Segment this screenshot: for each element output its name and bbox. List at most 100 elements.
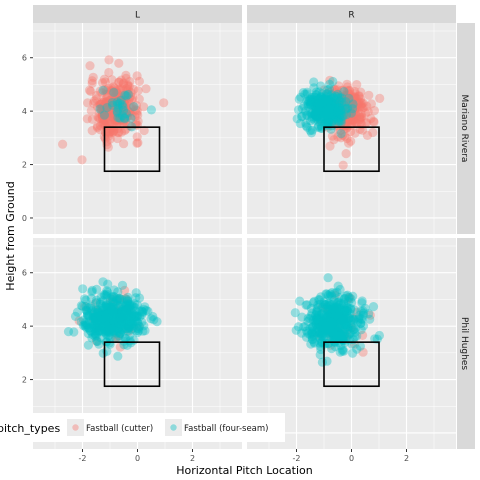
data-point [340, 117, 350, 128]
data-point [330, 342, 340, 352]
data-point [113, 115, 123, 125]
data-point [338, 323, 348, 333]
data-point [105, 134, 115, 144]
data-point [306, 311, 316, 321]
data-point [345, 97, 356, 108]
data-point [122, 97, 132, 107]
data-point [339, 325, 349, 335]
data-point [108, 127, 118, 137]
data-point [110, 99, 121, 109]
data-point [327, 319, 337, 329]
data-point [111, 116, 121, 126]
data-point [98, 314, 108, 324]
data-point [326, 109, 336, 119]
data-point [115, 329, 125, 339]
data-point [98, 327, 108, 337]
data-point [110, 99, 120, 109]
legend: pitch_types Fastball (cutter) Fastball (… [0, 413, 285, 442]
data-point [332, 298, 342, 308]
data-point [335, 284, 345, 295]
data-point [329, 333, 339, 343]
data-point [329, 313, 339, 323]
data-point [101, 103, 111, 113]
data-point [325, 291, 335, 302]
data-point [106, 311, 116, 321]
data-point [313, 99, 323, 109]
data-point [325, 300, 335, 310]
data-point [114, 307, 124, 317]
data-point [112, 96, 122, 106]
data-point [328, 302, 338, 313]
data-point [344, 138, 354, 148]
data-point [313, 122, 323, 132]
data-point [117, 304, 128, 314]
data-point [107, 295, 117, 305]
data-point [120, 110, 130, 120]
data-point [107, 83, 117, 93]
data-point [110, 305, 120, 315]
data-point [338, 99, 349, 109]
data-point [337, 85, 347, 95]
data-point [113, 112, 123, 122]
data-point [333, 121, 343, 131]
data-point [342, 309, 352, 319]
data-point [316, 91, 326, 101]
data-point [85, 326, 95, 336]
data-point [323, 111, 333, 121]
data-point [337, 315, 347, 325]
data-point [327, 328, 337, 338]
data-point [339, 100, 349, 110]
data-point [97, 324, 107, 334]
data-point [333, 323, 343, 333]
data-point [346, 294, 356, 304]
data-point [319, 104, 329, 114]
data-point [311, 97, 321, 107]
data-point [95, 310, 105, 320]
data-point [370, 334, 380, 344]
data-point [314, 105, 324, 116]
data-point [327, 106, 337, 116]
data-point [341, 114, 351, 124]
data-point [354, 115, 364, 125]
data-point [318, 112, 328, 122]
data-point [318, 101, 328, 111]
data-point [338, 160, 348, 170]
data-point [132, 316, 142, 326]
data-point [102, 89, 113, 99]
data-point [101, 310, 112, 320]
data-point [333, 297, 343, 307]
data-point [116, 90, 127, 101]
data-point [132, 323, 142, 333]
data-point [345, 111, 355, 121]
data-point [350, 117, 360, 127]
data-point [113, 127, 123, 138]
data-point [306, 128, 317, 138]
data-point [119, 336, 129, 346]
data-point [108, 96, 118, 107]
data-point [306, 99, 316, 109]
strike-zone [323, 126, 380, 173]
data-point [101, 99, 111, 109]
data-point [109, 285, 119, 295]
data-point [91, 323, 101, 333]
data-point [313, 106, 323, 116]
data-point [120, 94, 130, 104]
data-point [101, 102, 111, 113]
data-point [333, 330, 343, 340]
data-point [116, 95, 126, 105]
data-point [121, 312, 131, 323]
data-point [315, 94, 326, 104]
data-point [135, 312, 145, 322]
data-point [314, 319, 324, 329]
data-point [327, 321, 337, 332]
data-point [101, 97, 111, 107]
data-point [134, 76, 144, 86]
data-point [362, 101, 372, 111]
data-point [331, 107, 341, 117]
data-point [326, 105, 336, 115]
y-tick-label: 2 [22, 161, 27, 170]
data-point [297, 112, 307, 122]
data-point [123, 309, 133, 319]
data-point [309, 108, 319, 119]
data-point [306, 97, 316, 107]
